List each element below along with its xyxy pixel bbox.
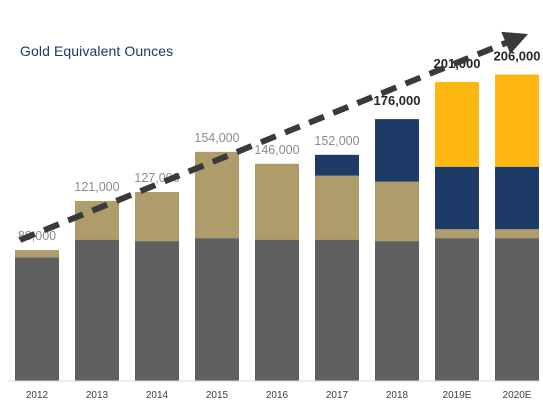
bar-segment-2020E-s4	[495, 74, 539, 167]
bar-segment-2019E-s4	[435, 81, 479, 167]
bar-segment-2016-s1	[255, 239, 299, 381]
bar-segment-2012-s2	[15, 250, 59, 258]
bar-segment-2014-s2	[135, 192, 179, 242]
bar-segment-2016-s2	[255, 163, 299, 240]
bar-segment-2020E-s3	[495, 166, 539, 230]
bar-segment-2012-s1	[15, 257, 59, 381]
bar-segment-2018-s3	[375, 119, 419, 182]
x-tick-labels-layer: 2012 2013 2014 2015 2016 2017 2018 2019E 2020E	[26, 390, 532, 401]
total-label-2013: 121,000	[74, 180, 119, 194]
x-tick-label-2014: 2014	[146, 390, 169, 401]
trend-arrow	[18, 31, 529, 243]
total-label-2020E: 206,000	[494, 48, 541, 63]
bar-segment-2014-s1	[135, 241, 179, 381]
x-tick-label-2019E: 2019E	[443, 390, 472, 401]
x-tick-label-2012: 2012	[26, 390, 49, 401]
total-label-2018: 176,000	[374, 93, 421, 108]
bars-layer	[15, 74, 539, 381]
x-tick-label-2016: 2016	[266, 390, 289, 401]
bar-segment-2019E-s2	[435, 229, 479, 239]
x-tick-label-2015: 2015	[206, 390, 229, 401]
bar-segment-2018-s1	[375, 241, 419, 381]
bar-segment-2019E-s3	[435, 166, 479, 230]
bar-segment-2020E-s2	[495, 229, 539, 239]
x-tick-label-2017: 2017	[326, 390, 349, 401]
bar-segment-2020E-s1	[495, 238, 539, 381]
x-tick-label-2013: 2013	[86, 390, 109, 401]
total-label-2017: 152,000	[314, 134, 359, 148]
bar-segment-2015-s1	[195, 238, 239, 381]
bar-segment-2013-s1	[75, 239, 119, 381]
total-label-2015: 154,000	[194, 131, 239, 145]
total-label-2016: 146,000	[254, 143, 299, 157]
x-tick-label-2018: 2018	[386, 390, 409, 401]
bar-segment-2017-s3	[315, 154, 359, 176]
bar-segment-2019E-s1	[435, 238, 479, 381]
x-tick-label-2020E: 2020E	[503, 390, 532, 401]
bar-segment-2017-s1	[315, 239, 359, 381]
chart-title: Gold Equivalent Ounces	[20, 43, 174, 59]
bar-segment-2017-s2	[315, 175, 359, 240]
bar-segment-2018-s2	[375, 181, 419, 242]
